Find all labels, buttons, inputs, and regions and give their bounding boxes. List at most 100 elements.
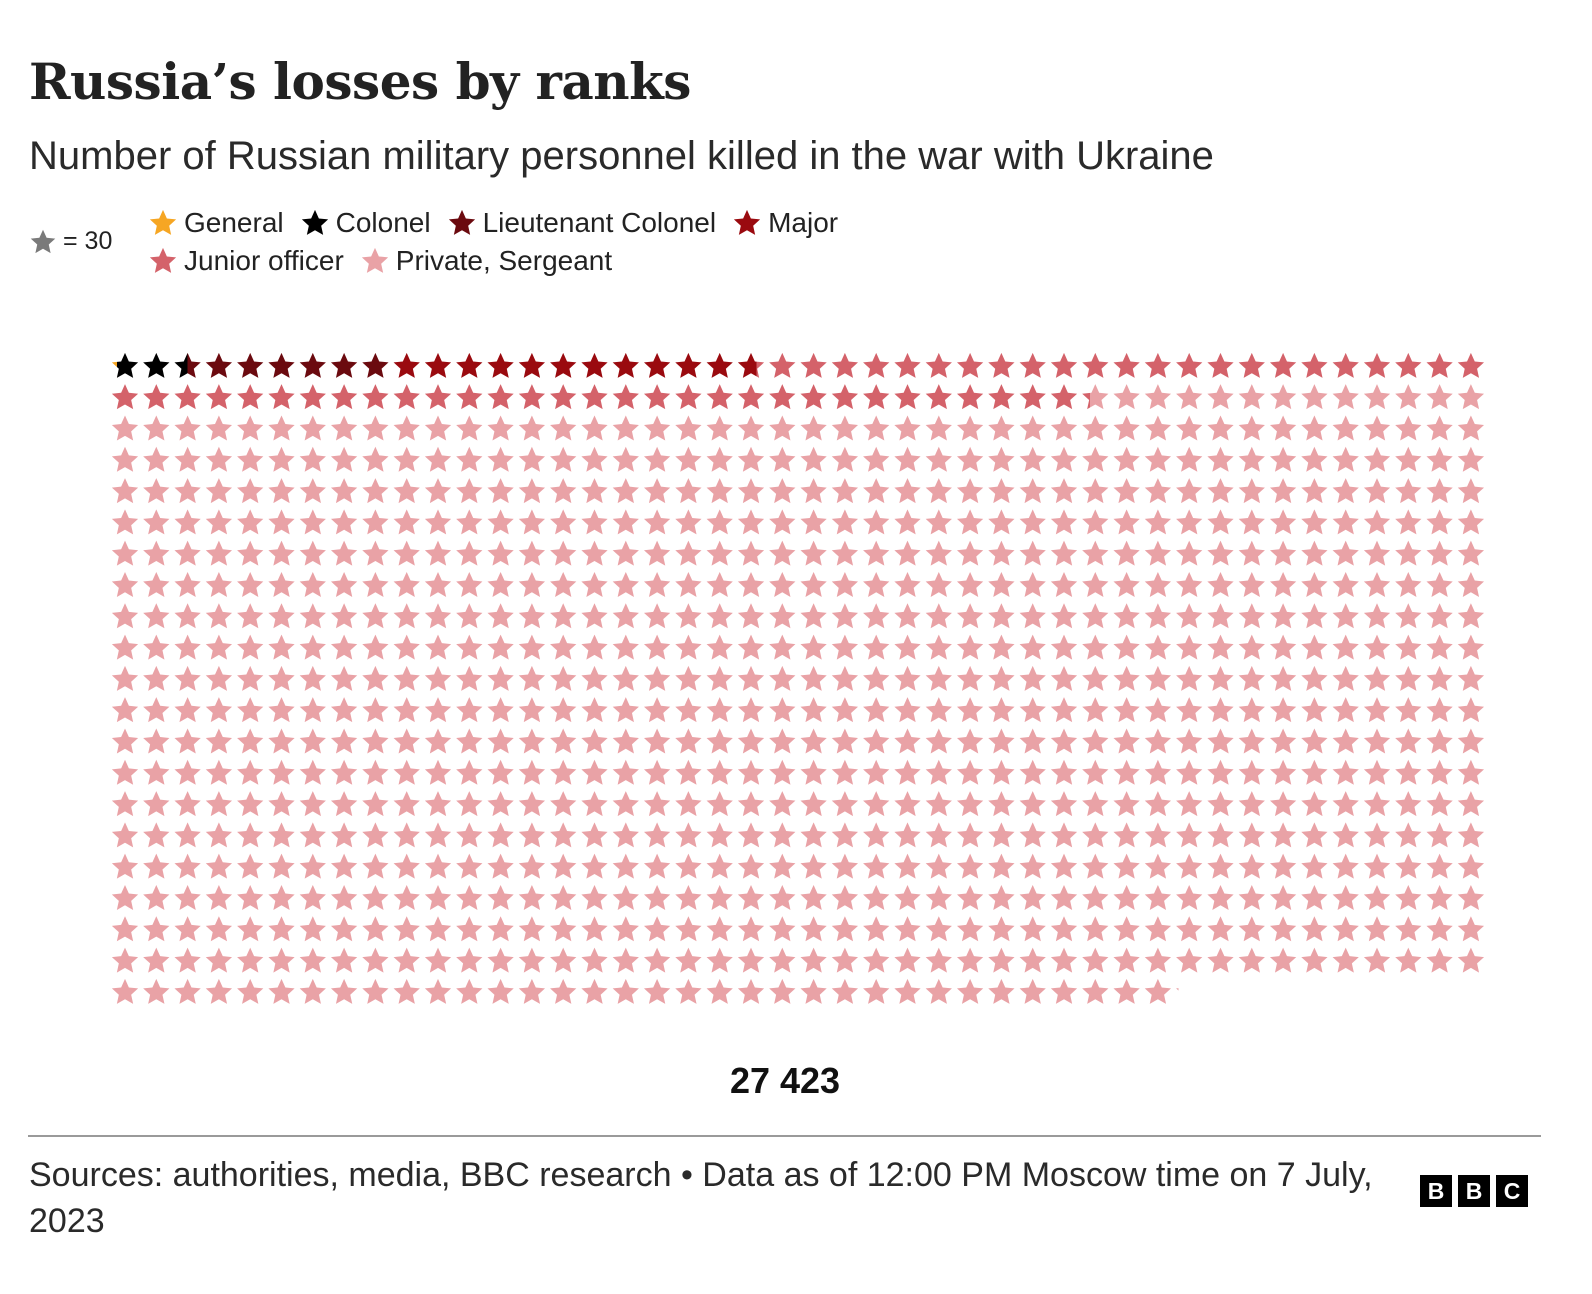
- waffle-star: [362, 384, 389, 410]
- waffle-star: [925, 947, 952, 973]
- waffle-star: [581, 853, 608, 879]
- waffle-star: [800, 822, 827, 848]
- waffle-star: [1176, 634, 1203, 660]
- waffle-star: [612, 697, 639, 723]
- waffle-star: [894, 352, 921, 378]
- waffle-star: [393, 791, 420, 817]
- waffle-star: [1144, 728, 1172, 754]
- waffle-star: [1457, 634, 1485, 660]
- waffle-star: [1395, 634, 1422, 660]
- waffle-star: [612, 916, 639, 942]
- waffle-star: [174, 634, 201, 660]
- waffle-star: [675, 352, 702, 378]
- waffle-star: [330, 728, 358, 754]
- waffle-star: [1426, 791, 1453, 817]
- waffle-star: [988, 916, 1015, 942]
- waffle-star: [706, 947, 733, 973]
- waffle-star: [956, 978, 984, 1004]
- waffle-star: [299, 446, 326, 472]
- waffle-star: [143, 540, 170, 566]
- waffle-star: [487, 352, 514, 378]
- waffle-star: [268, 415, 295, 441]
- waffle-star: [956, 478, 984, 504]
- waffle-star: [863, 352, 890, 378]
- waffle-star: [237, 352, 264, 378]
- waffle-star: [1395, 540, 1422, 566]
- waffle-star: [237, 916, 264, 942]
- waffle-star: [1426, 759, 1453, 785]
- waffle-star: [299, 571, 326, 597]
- waffle-star: [1176, 509, 1203, 535]
- waffle-star: [1207, 540, 1234, 566]
- waffle-star: [330, 352, 358, 378]
- waffle-star: [675, 446, 702, 472]
- waffle-star: [863, 822, 890, 848]
- waffle-star: [1269, 822, 1297, 848]
- waffle-star: [675, 884, 702, 910]
- waffle-star: [1238, 697, 1265, 723]
- waffle-star: [769, 916, 796, 942]
- waffle-star: [769, 415, 796, 441]
- waffle-star: [1238, 728, 1265, 754]
- chart-title: Russia’s losses by ranks: [29, 52, 691, 111]
- waffle-star: [424, 478, 452, 504]
- waffle-star: [143, 759, 170, 785]
- waffle-star: [643, 415, 671, 441]
- waffle-star: [1176, 697, 1203, 723]
- waffle-star: [393, 509, 420, 535]
- waffle-star: [268, 697, 295, 723]
- waffle-star: [831, 728, 859, 754]
- bbc-logo-letter: B: [1420, 1175, 1452, 1207]
- waffle-star: [268, 728, 295, 754]
- waffle-star: [1426, 665, 1453, 691]
- waffle-star: [205, 540, 233, 566]
- waffle-star: [581, 728, 608, 754]
- waffle-star: [362, 822, 389, 848]
- waffle-star: [1019, 884, 1046, 910]
- waffle-star: [1363, 665, 1391, 691]
- waffle-star: [205, 697, 233, 723]
- waffle-star: [675, 509, 702, 535]
- waffle-star: [1269, 728, 1297, 754]
- waffle-star: [675, 947, 702, 973]
- waffle-star: [894, 540, 921, 566]
- waffle-star: [1301, 916, 1328, 942]
- waffle-star: [424, 822, 452, 848]
- waffle-star: [330, 415, 358, 441]
- waffle-star: [362, 853, 389, 879]
- waffle-star: [1144, 947, 1172, 973]
- waffle-star: [424, 415, 452, 441]
- waffle-star: [1144, 509, 1172, 535]
- waffle-star: [1113, 947, 1140, 973]
- waffle-star: [894, 822, 921, 848]
- waffle-star: [675, 478, 702, 504]
- waffle-star: [174, 540, 201, 566]
- waffle-star: [237, 978, 264, 1004]
- waffle-star: [1113, 352, 1140, 378]
- waffle-star: [456, 665, 483, 691]
- waffle-star: [737, 603, 765, 629]
- waffle-star: [643, 603, 671, 629]
- waffle-star: [581, 603, 608, 629]
- waffle-star: [1238, 603, 1265, 629]
- waffle-star: [737, 665, 765, 691]
- waffle-star: [1019, 384, 1046, 410]
- waffle-star: [1238, 884, 1265, 910]
- waffle-star: [424, 571, 452, 597]
- waffle-star: [1301, 759, 1328, 785]
- waffle-star: [1457, 540, 1485, 566]
- waffle-star: [1082, 509, 1109, 535]
- waffle-star: [111, 791, 139, 817]
- waffle-star: [988, 759, 1015, 785]
- waffle-star: [1207, 822, 1234, 848]
- waffle-star: [925, 978, 952, 1004]
- legend-label: Colonel: [335, 207, 431, 238]
- waffle-star: [1363, 384, 1391, 410]
- waffle-star: [550, 634, 577, 660]
- footer-divider: [28, 1135, 1541, 1137]
- waffle-star: [800, 478, 827, 504]
- waffle-star: [831, 603, 859, 629]
- waffle-star: [362, 352, 389, 378]
- waffle-star: [831, 478, 859, 504]
- waffle-star: [643, 822, 671, 848]
